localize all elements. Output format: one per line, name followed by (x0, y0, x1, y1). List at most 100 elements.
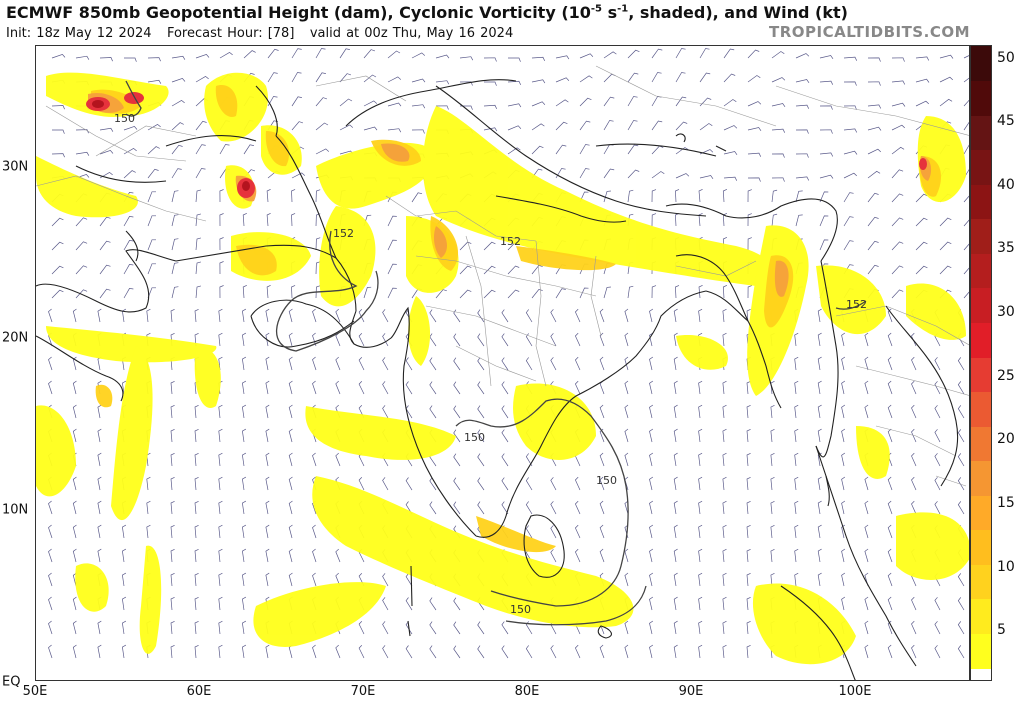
wind-barb (72, 500, 77, 515)
wind-barb (315, 97, 328, 107)
wind-barb (507, 80, 522, 86)
wind-barb (265, 380, 270, 395)
wind-barb (795, 104, 810, 109)
wind-barb (291, 121, 304, 131)
wind-barb (675, 72, 686, 83)
wind-barb (627, 285, 634, 299)
wind-barb (722, 572, 727, 587)
wind-barb (531, 123, 545, 131)
wind-barb (747, 189, 752, 203)
wind-barb (75, 241, 88, 251)
wind-barb (242, 620, 247, 635)
wind-barb (673, 428, 678, 443)
lon-label-60e: 60E (186, 684, 212, 699)
wind-barb (915, 78, 930, 83)
wind-barb (265, 644, 270, 659)
colorbar-segment (971, 426, 991, 462)
wind-barb (675, 147, 689, 155)
wind-barb (887, 308, 893, 323)
wind-barb (817, 428, 822, 443)
wind-barb (795, 53, 810, 59)
wind-barb (507, 147, 521, 155)
wind-barb (483, 104, 498, 110)
wind-barb (867, 126, 882, 131)
wind-barb (97, 428, 102, 443)
wind-barb (477, 645, 485, 659)
wind-barb (698, 644, 703, 659)
wind-barb (939, 98, 953, 107)
wind-barb (459, 56, 474, 61)
wind-barb (194, 524, 199, 539)
wind-barb (123, 216, 134, 227)
wind-barb (97, 356, 102, 371)
wind-barb (477, 357, 485, 371)
wind-barb (957, 429, 965, 443)
wind-barb (291, 48, 302, 59)
wind-barb (867, 57, 881, 62)
wind-barb (624, 356, 629, 371)
contour-label: 150 (114, 112, 135, 125)
wind-barb (698, 476, 703, 491)
wind-barb (843, 56, 858, 61)
wind-barb (453, 429, 461, 443)
wind-barb (453, 645, 461, 659)
colorbar-label: 25 (997, 368, 1015, 384)
wind-barb (722, 644, 727, 659)
wind-barb (99, 127, 114, 132)
colorbar-label: 35 (997, 240, 1015, 256)
wind-barb (122, 524, 127, 539)
wind-barb (649, 596, 654, 611)
wind-barb (887, 356, 893, 371)
wind-barb (699, 48, 710, 59)
wind-barb (123, 240, 134, 251)
wind-barb (531, 56, 546, 62)
wind-barb (171, 144, 183, 155)
wind-barb (97, 500, 102, 515)
wind-barb (288, 476, 293, 491)
wind-barb (435, 289, 447, 299)
wind-barb (501, 333, 509, 347)
wind-barb (358, 308, 365, 323)
wind-barb (453, 501, 461, 515)
wind-barb (429, 405, 437, 419)
wind-barb (525, 453, 533, 467)
wind-barb (171, 190, 179, 203)
wind-barb (75, 265, 88, 275)
colorbar-label: 10 (997, 559, 1015, 575)
wind-barb (99, 288, 111, 299)
wind-barb (477, 477, 485, 491)
wind-barb (887, 644, 893, 659)
wind-barb (51, 241, 64, 251)
lon-label-100e: 100E (838, 684, 872, 699)
wind-barb (698, 308, 703, 323)
wind-barb (429, 501, 437, 515)
wind-barb (887, 548, 893, 563)
wind-barb (97, 476, 102, 491)
wind-barb (146, 308, 151, 323)
wind-barb (122, 620, 127, 635)
wind-barb (550, 501, 557, 515)
wind-barb (72, 644, 77, 659)
wind-barb (146, 500, 151, 515)
wind-barb (525, 309, 533, 323)
wind-barb (624, 428, 629, 443)
wind-barb (194, 620, 199, 635)
wind-barb (957, 597, 965, 611)
wind-barb (477, 429, 485, 443)
wind-barb (915, 265, 928, 275)
wind-barb (288, 524, 293, 539)
wind-barb (507, 265, 520, 275)
wind-barb (382, 573, 389, 587)
wind-barb (819, 105, 833, 110)
wind-barb (794, 524, 799, 539)
wind-barb (746, 308, 751, 323)
wind-barb (335, 356, 341, 371)
wind-barb (675, 121, 688, 131)
valid-time: valid at 00z Thu, May 16 2024 (309, 26, 514, 41)
wind-barb (957, 357, 965, 371)
wind-barb (75, 217, 88, 227)
wind-barb (525, 645, 533, 659)
wind-barb (819, 239, 829, 251)
wind-barb (453, 621, 461, 635)
wind-barb (550, 525, 557, 539)
